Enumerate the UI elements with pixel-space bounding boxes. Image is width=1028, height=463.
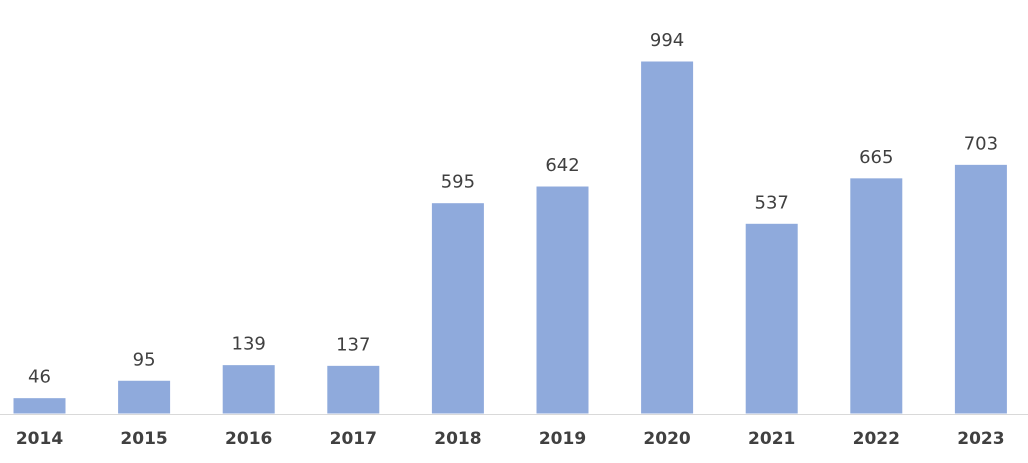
- bar: [430, 202, 485, 415]
- x-tick-label: 2020: [643, 429, 690, 449]
- bar: [744, 222, 799, 415]
- x-tick-label: 2022: [853, 429, 900, 449]
- value-label: 665: [859, 147, 893, 168]
- x-tick-label: 2014: [16, 429, 63, 449]
- value-label: 137: [336, 334, 370, 355]
- value-label: 95: [133, 349, 156, 370]
- value-label: 703: [964, 133, 998, 154]
- bar: [326, 364, 381, 415]
- bar: [640, 60, 695, 415]
- value-label: 595: [441, 172, 475, 193]
- value-label: 46: [28, 367, 51, 388]
- x-tick-label: 2021: [748, 429, 795, 449]
- bar: [221, 364, 276, 415]
- value-label: 537: [755, 192, 789, 213]
- bar: [535, 185, 590, 415]
- x-tick-label: 2018: [434, 429, 481, 449]
- x-tick-label: 2015: [120, 429, 167, 449]
- x-tick-label: 2016: [225, 429, 272, 449]
- bar: [953, 163, 1008, 415]
- x-tick-label: 2023: [957, 429, 1004, 449]
- value-label: 642: [545, 155, 579, 176]
- bar: [849, 177, 904, 415]
- bar: [12, 397, 67, 415]
- value-label: 139: [232, 334, 266, 355]
- bar: [117, 379, 172, 415]
- value-label: 994: [650, 30, 684, 51]
- x-tick-label: 2019: [539, 429, 586, 449]
- x-tick-label: 2017: [330, 429, 377, 449]
